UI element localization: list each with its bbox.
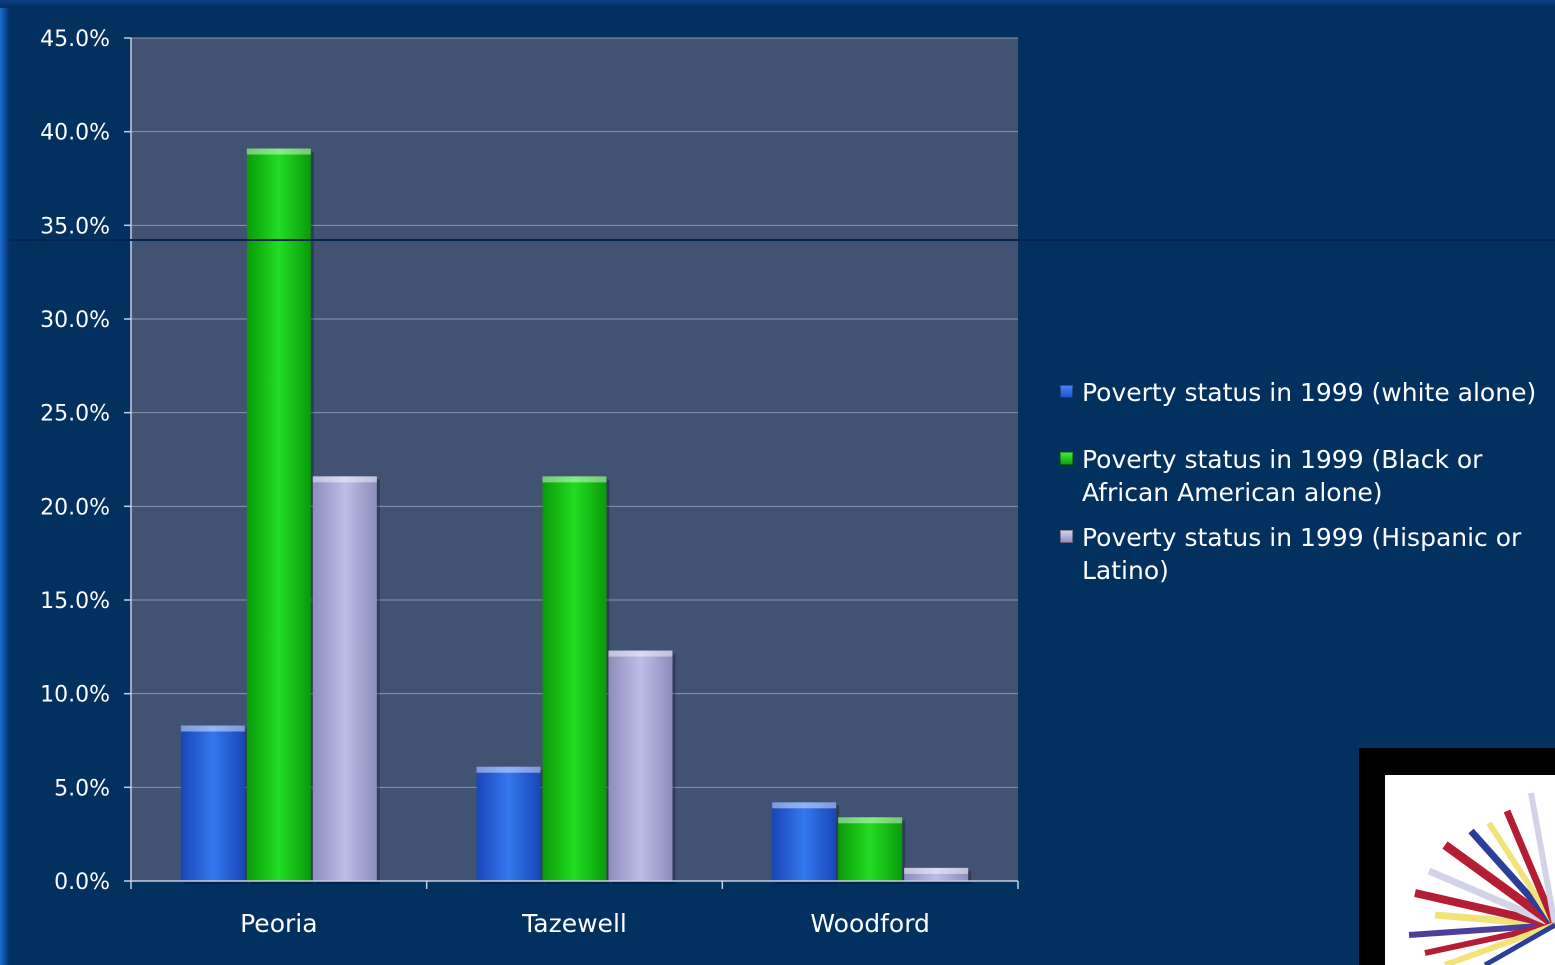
bar-highlight bbox=[180, 725, 245, 732]
slide-top-accent bbox=[0, 0, 1555, 8]
bar-tazewell-series-1 bbox=[542, 476, 607, 881]
logo-image bbox=[1385, 775, 1555, 965]
slide-left-accent bbox=[0, 0, 9, 965]
bar-woodford-series-1 bbox=[838, 817, 903, 881]
bar-highlight bbox=[312, 476, 377, 483]
bar-highlight bbox=[904, 867, 969, 874]
y-tick-label: 5.0% bbox=[54, 776, 110, 801]
y-tick-label: 10.0% bbox=[40, 683, 110, 708]
y-tick-label: 25.0% bbox=[40, 402, 110, 427]
x-category-label: Peoria bbox=[240, 909, 317, 938]
bar-highlight bbox=[246, 148, 311, 155]
bar-tazewell-series-0 bbox=[476, 766, 541, 881]
legend-label-white-alone: Poverty status in 1999 (white alone) bbox=[1082, 378, 1537, 407]
bar-tazewell-series-2 bbox=[608, 650, 673, 881]
legend-swatch-green bbox=[1060, 452, 1073, 465]
y-tick-label: 35.0% bbox=[40, 214, 110, 239]
bar-highlight bbox=[476, 766, 541, 773]
bar-peoria-series-1 bbox=[246, 148, 311, 881]
legend-swatch-lavender bbox=[1060, 530, 1073, 543]
legend-item-black-alone: Poverty status in 1999 (Black or African… bbox=[1058, 443, 1548, 509]
x-category-label: Tazewell bbox=[521, 909, 627, 938]
bar-highlight bbox=[772, 802, 837, 809]
legend-item-white-alone: Poverty status in 1999 (white alone) bbox=[1058, 376, 1548, 409]
y-tick-label: 45.0% bbox=[40, 27, 110, 52]
legend-swatch-blue bbox=[1060, 385, 1073, 398]
legend-label-black-alone: Poverty status in 1999 (Black or African… bbox=[1082, 445, 1483, 507]
bar-peoria-series-2 bbox=[312, 476, 377, 881]
chart-legend: Poverty status in 1999 (white alone) Pov… bbox=[1058, 376, 1548, 599]
slide-divider-line bbox=[9, 239, 1555, 241]
legend-label-hispanic: Poverty status in 1999 (Hispanic or Lati… bbox=[1082, 523, 1522, 585]
bar-highlight bbox=[608, 650, 673, 657]
bar-peoria-series-0 bbox=[180, 725, 245, 881]
legend-item-hispanic: Poverty status in 1999 (Hispanic or Lati… bbox=[1058, 521, 1548, 587]
y-tick-label: 0.0% bbox=[54, 870, 110, 895]
y-tick-label: 30.0% bbox=[40, 308, 110, 333]
x-category-label: Woodford bbox=[810, 909, 930, 938]
logo-frame bbox=[1359, 748, 1555, 965]
bar-highlight bbox=[542, 476, 607, 483]
starburst-logo-icon bbox=[1408, 792, 1555, 965]
y-tick-label: 20.0% bbox=[40, 495, 110, 520]
y-tick-label: 40.0% bbox=[40, 121, 110, 146]
bar-woodford-series-0 bbox=[772, 802, 837, 881]
y-tick-label: 15.0% bbox=[40, 589, 110, 614]
bar-highlight bbox=[838, 817, 903, 824]
bar-woodford-series-2 bbox=[904, 867, 969, 881]
